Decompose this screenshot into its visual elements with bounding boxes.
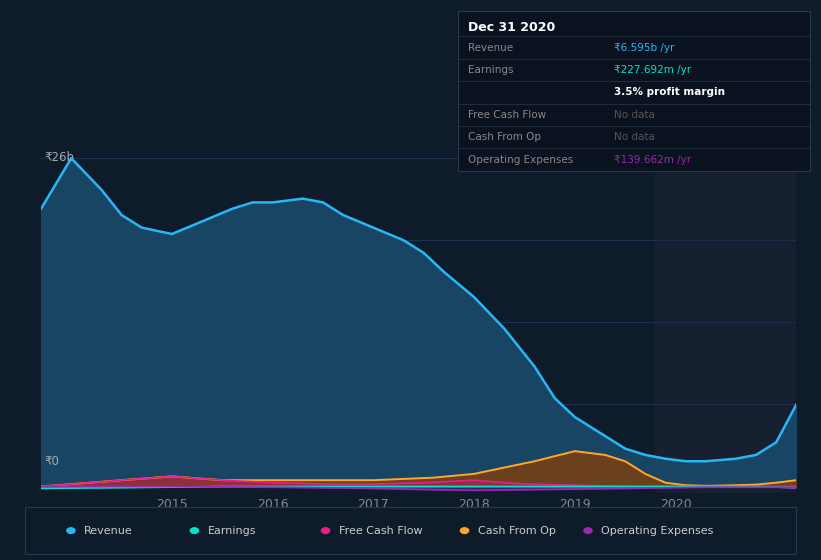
Text: No data: No data — [614, 110, 655, 120]
Text: Revenue: Revenue — [468, 43, 513, 53]
Text: Operating Expenses: Operating Expenses — [468, 155, 573, 165]
Text: Cash From Op: Cash From Op — [468, 132, 541, 142]
Text: Earnings: Earnings — [208, 526, 256, 535]
Text: Free Cash Flow: Free Cash Flow — [468, 110, 546, 120]
Text: No data: No data — [614, 132, 655, 142]
Text: Operating Expenses: Operating Expenses — [601, 526, 713, 535]
Text: ₹6.595b /yr: ₹6.595b /yr — [614, 43, 675, 53]
Text: Dec 31 2020: Dec 31 2020 — [468, 21, 555, 34]
Text: Earnings: Earnings — [468, 65, 513, 75]
Text: ₹26b: ₹26b — [45, 151, 75, 164]
Text: ₹139.662m /yr: ₹139.662m /yr — [614, 155, 691, 165]
Text: ₹227.692m /yr: ₹227.692m /yr — [614, 65, 691, 75]
Text: 3.5% profit margin: 3.5% profit margin — [614, 87, 725, 97]
Bar — [655, 146, 796, 493]
Text: Revenue: Revenue — [84, 526, 133, 535]
Text: Free Cash Flow: Free Cash Flow — [339, 526, 422, 535]
Text: Cash From Op: Cash From Op — [478, 526, 556, 535]
Text: ₹0: ₹0 — [45, 455, 60, 469]
